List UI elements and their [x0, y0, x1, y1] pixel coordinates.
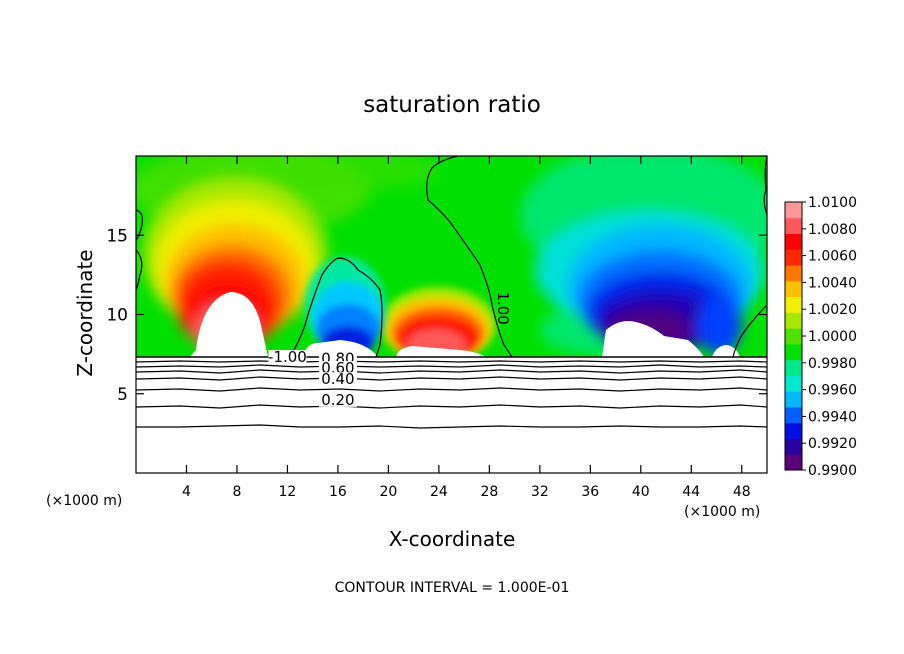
y-axis-label: Z-coordinate	[73, 249, 97, 376]
colorbar-label: 1.0040	[808, 275, 857, 291]
colorbar-label: 1.0000	[808, 329, 857, 345]
colorbar-swatch	[785, 249, 802, 266]
colorbar-swatch	[785, 265, 802, 282]
chart-title: saturation ratio	[363, 92, 541, 118]
y-tick-label: 5	[117, 385, 128, 405]
contour-label: -1.00	[268, 348, 307, 366]
x-axis-label: X-coordinate	[389, 527, 516, 551]
x-tick-label: 20	[379, 484, 397, 500]
contour-label: 1.00	[494, 291, 512, 324]
colorbar-swatch	[785, 328, 802, 345]
contour-labels: -1.001.000.800.600.400.20	[268, 291, 512, 409]
x-tick-label: 4	[182, 484, 191, 500]
x-tick-label: 48	[733, 484, 751, 500]
contour-lines	[136, 156, 767, 429]
x-unit-left: (×1000 m)	[46, 493, 122, 509]
x-tick-label: 44	[682, 484, 700, 500]
x-tick-label: 40	[632, 484, 650, 500]
contour-interval-note: CONTOUR INTERVAL = 1.000E-01	[335, 580, 570, 596]
colorbar-label: 0.9920	[808, 436, 857, 452]
colorbar-swatch	[785, 280, 802, 298]
colorbar-swatch	[785, 391, 802, 408]
colorbar-label: 0.9980	[808, 356, 857, 372]
colorbar-label: 1.0020	[808, 302, 857, 318]
y-tick-label: 10	[106, 306, 128, 326]
colorbar-swatch	[785, 312, 802, 329]
colorbar-swatch	[785, 233, 802, 250]
colorbar-swatch	[785, 454, 802, 471]
y-axis: 5 10 15	[106, 226, 767, 405]
contour-label-bg	[318, 361, 357, 376]
colorbar-swatch	[785, 375, 802, 392]
plot-area: -1.001.000.800.600.400.20	[136, 156, 767, 473]
x-tick-label: 8	[232, 484, 241, 500]
contour-label: 0.20	[321, 391, 354, 409]
contour-label-bg	[268, 350, 307, 365]
colorbar-label: 0.9960	[808, 383, 857, 399]
x-tick-label: 12	[279, 484, 297, 500]
colorbar-swatch	[785, 438, 802, 455]
x-tick-label: 32	[531, 484, 549, 500]
y-tick-label: 15	[106, 226, 128, 246]
colorbar-label: 1.0100	[808, 195, 857, 211]
colorbar-label: 1.0060	[808, 249, 857, 265]
contour-label-bg	[318, 372, 357, 387]
colorbar-swatch	[785, 422, 802, 439]
saturation-field	[136, 156, 767, 473]
colorbar-label: 0.9900	[808, 463, 857, 479]
colorbar-label: 1.0080	[808, 222, 857, 238]
x-tick-label: 28	[480, 484, 498, 500]
colorbar-label: 0.9940	[808, 409, 857, 425]
x-axis: 4 8 12 16 20 24 28 32 36 40 44 48	[182, 156, 751, 500]
colorbar: 1.0100 1.0080 1.0060 1.0040 1.0020 1.0000 0.99…	[784, 195, 857, 479]
contour-label-bg	[318, 392, 357, 407]
colorbar-swatch	[785, 343, 802, 361]
colorbar-swatch	[785, 406, 802, 424]
x-tick-label: 36	[581, 484, 599, 500]
colorbar-swatch	[785, 359, 802, 376]
colorbar-swatch	[785, 296, 802, 313]
x-tick-label: 16	[329, 484, 347, 500]
colorbar-swatch	[785, 217, 802, 235]
colorbar-swatch	[785, 202, 802, 219]
x-tick-label: 24	[430, 484, 448, 500]
x-unit-right: (×1000 m)	[684, 504, 760, 520]
contour-label: 0.40	[321, 370, 354, 388]
